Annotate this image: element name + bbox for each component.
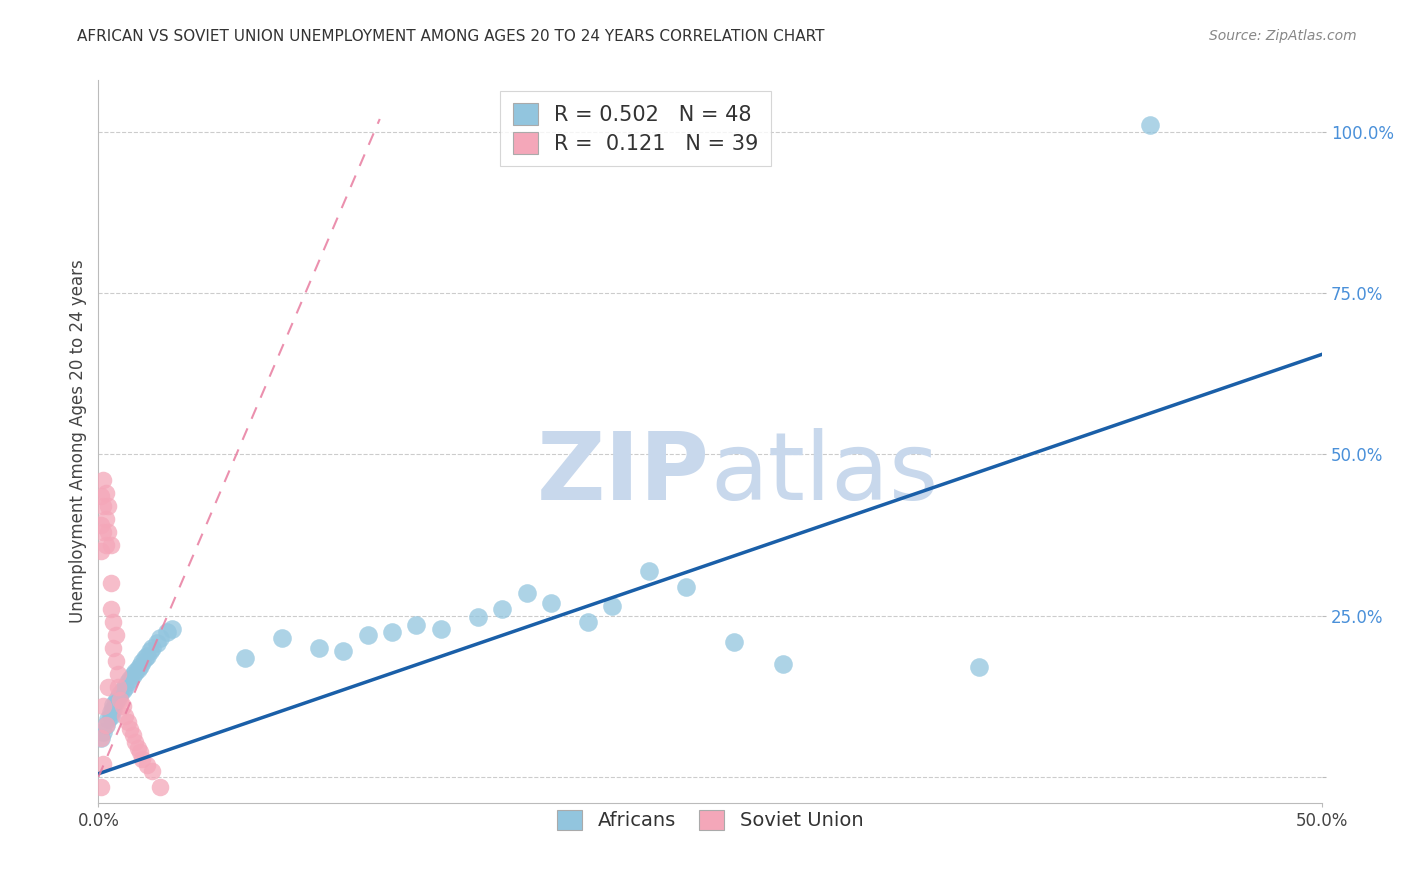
Point [100,576,122,591]
Point [91,724,114,739]
Text: Source: ZipAtlas.com: Source: ZipAtlas.com [1209,29,1357,43]
Point [134,650,156,665]
Point [110,692,132,706]
Point [100,706,122,720]
Point [90,780,112,794]
Y-axis label: Unemployment Among Ages 20 to 24 years: Unemployment Among Ages 20 to 24 years [69,260,87,624]
Point [1139,119,1161,133]
Point [149,632,172,646]
Point [723,634,745,648]
Point [356,628,378,642]
Point [576,615,599,630]
Point [127,662,149,676]
Point [124,665,146,680]
Legend: Africans, Soviet Union: Africans, Soviet Union [547,800,873,840]
Point [141,764,163,778]
Point [600,599,623,613]
Point [94,718,117,732]
Point [100,708,122,723]
Point [107,666,129,681]
Point [146,636,169,650]
Point [94,486,117,500]
Point [97,499,120,513]
Point [772,657,794,672]
Point [101,615,124,630]
Point [121,668,143,682]
Point [90,731,112,746]
Point [149,780,172,794]
Point [91,473,114,487]
Point [107,680,129,694]
Point [101,702,124,716]
Point [90,731,112,746]
Point [131,655,153,669]
Point [91,499,114,513]
Point [90,489,112,503]
Text: ZIP: ZIP [537,428,710,520]
Point [675,580,697,594]
Point [141,640,163,655]
Point [104,654,127,668]
Point [94,512,117,526]
Point [308,640,330,655]
Point [100,538,122,552]
Point [111,682,134,697]
Point [139,644,162,658]
Point [91,699,114,714]
Point [101,640,124,655]
Point [114,708,136,723]
Point [270,632,294,646]
Point [121,728,143,742]
Point [110,687,132,701]
Point [104,694,127,708]
Point [131,752,153,766]
Point [91,524,114,539]
Point [117,715,139,730]
Point [97,524,120,539]
Point [124,734,146,748]
Point [120,672,142,686]
Text: AFRICAN VS SOVIET UNION UNEMPLOYMENT AMONG AGES 20 TO 24 YEARS CORRELATION CHART: AFRICAN VS SOVIET UNION UNEMPLOYMENT AMO… [77,29,825,44]
Point [136,648,159,663]
Point [111,699,134,714]
Point [540,596,562,610]
Point [136,758,159,772]
Point [104,628,127,642]
Point [156,624,179,639]
Point [97,712,120,726]
Text: atlas: atlas [710,428,938,520]
Point [129,659,152,673]
Point [127,741,149,756]
Point [90,518,112,533]
Point [491,602,513,616]
Point [430,622,453,636]
Point [117,674,139,689]
Point [120,722,142,736]
Point [129,746,152,760]
Point [90,544,112,558]
Point [97,680,120,694]
Point [114,680,136,694]
Point [405,618,427,632]
Point [381,624,404,639]
Point [100,602,122,616]
Point [637,564,661,578]
Point [233,650,256,665]
Point [94,538,117,552]
Point [101,698,124,712]
Point [94,718,117,732]
Point [107,691,129,706]
Point [515,586,537,600]
Point [91,757,114,772]
Point [332,644,354,658]
Point [967,660,990,674]
Point [160,622,183,636]
Point [467,610,489,624]
